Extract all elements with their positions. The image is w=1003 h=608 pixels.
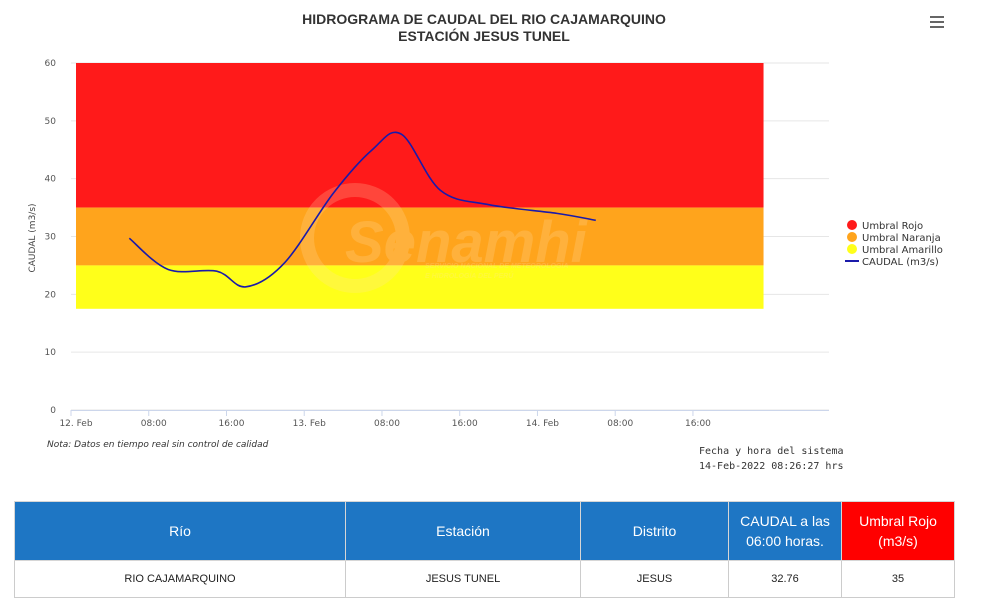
series-line-caudal (128, 131, 596, 288)
table-row: RIO CAJAMARQUINO JESUS TUNEL JESUS 32.76… (14, 560, 955, 598)
x-tick-label: 16:00 (685, 419, 711, 429)
legend-entry: CAUDAL (m3/s) (862, 257, 939, 268)
legend-entry: Umbral Rojo (862, 221, 923, 232)
svg-text:Senamhi: Senamhi (345, 210, 589, 275)
legend-swatch (847, 232, 857, 242)
hydrograph-chart: HIDROGRAMA DE CAUDAL DEL RIO CAJAMARQUIN… (28, 11, 943, 429)
system-time-value: 14-Feb-2022 08:26:27 hrs (699, 461, 844, 472)
y-tick-label: 50 (45, 117, 57, 127)
cell-umbral-rojo: 35 (841, 560, 955, 598)
header-caudal: CAUDAL a las 06:00 horas. (728, 501, 842, 561)
y-tick-label: 40 (45, 175, 57, 185)
legend-entry: Umbral Naranja (862, 233, 941, 244)
x-tick-label: 08:00 (141, 419, 167, 429)
y-tick-label: 20 (45, 290, 57, 300)
station-info-table: Río Estación Distrito CAUDAL a las 06:00… (14, 501, 955, 598)
legend-swatch (847, 220, 857, 230)
y-tick-label: 10 (45, 348, 57, 358)
band-umbral-naranja (76, 207, 764, 266)
x-tick-label: 13. Feb (293, 419, 326, 429)
x-tick-label: 16:00 (452, 419, 478, 429)
band-umbral-rojo (76, 63, 764, 208)
legend-swatch (847, 244, 857, 254)
y-axis-label: CAUDAL (m3/s) (28, 203, 38, 272)
header-rio: Río (14, 501, 346, 561)
cell-rio: RIO CAJAMARQUINO (14, 560, 346, 598)
svg-text:E HIDROLOGÍA DEL PERÚ: E HIDROLOGÍA DEL PERÚ (425, 271, 514, 280)
x-tick-label: 12. Feb (59, 419, 92, 429)
table-header-row: Río Estación Distrito CAUDAL a las 06:00… (14, 501, 955, 561)
data-quality-note: Nota: Datos en tiempo real sin control d… (47, 440, 269, 450)
y-tick-label: 30 (45, 233, 57, 243)
x-tick-label: 16:00 (219, 419, 245, 429)
band-umbral-amarillo (76, 265, 764, 309)
hamburger-menu-icon (930, 16, 944, 18)
header-estacion: Estación (345, 501, 581, 561)
legend-entry: Umbral Amarillo (862, 245, 943, 256)
cell-distrito: JESUS (580, 560, 729, 598)
chart-menu-button[interactable] (926, 12, 948, 32)
x-tick-label: 08:00 (374, 419, 400, 429)
cell-estacion: JESUS TUNEL (345, 560, 581, 598)
x-tick-label: 14. Feb (526, 419, 559, 429)
header-distrito: Distrito (580, 501, 729, 561)
svg-text:SERVICIO NACIONAL DE METEOROLO: SERVICIO NACIONAL DE METEOROLOGÍA (425, 261, 568, 270)
y-tick-label: 0 (50, 406, 56, 416)
chart-title: HIDROGRAMA DE CAUDAL DEL RIO CAJAMARQUIN… (302, 11, 666, 27)
chart-subtitle: ESTACIÓN JESUS TUNEL (398, 27, 570, 44)
chart-svg: HIDROGRAMA DE CAUDAL DEL RIO CAJAMARQUIN… (28, 11, 943, 429)
cell-caudal: 32.76 (728, 560, 842, 598)
system-time-label: Fecha y hora del sistema (699, 446, 844, 457)
y-tick-label: 60 (45, 59, 57, 69)
header-umbral-rojo: Umbral Rojo (m3/s) (841, 501, 955, 561)
x-tick-label: 08:00 (607, 419, 633, 429)
system-time: Fecha y hora del sistema 14-Feb-2022 08:… (699, 444, 844, 474)
